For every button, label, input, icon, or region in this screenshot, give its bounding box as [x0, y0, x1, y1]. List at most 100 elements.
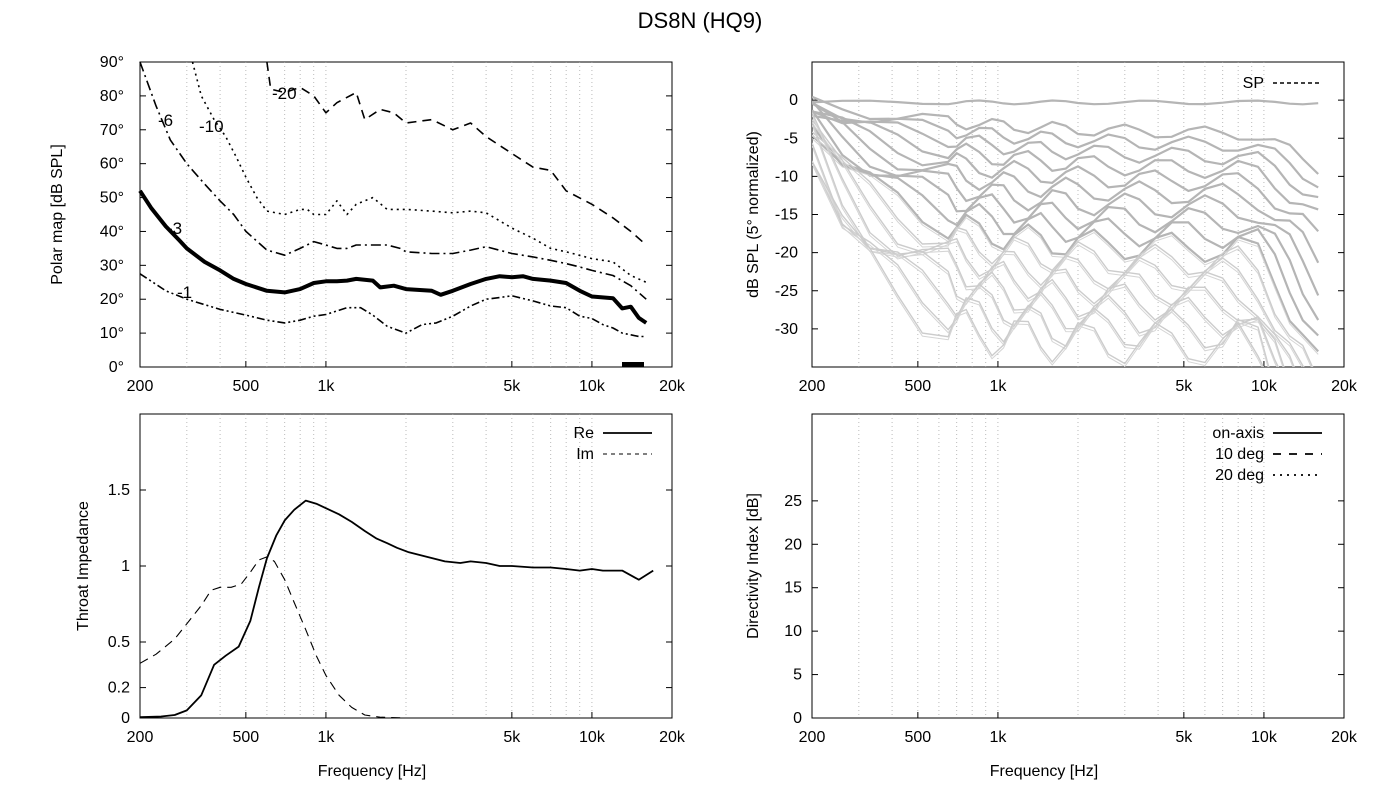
y-tick-label: 10: [784, 623, 802, 640]
contour-blob: [622, 362, 644, 367]
y-tick-label: 20: [784, 536, 802, 553]
spl-angle-curve: [812, 134, 1312, 367]
spl-angle-curve: [812, 109, 1320, 321]
y-tick-label: 15: [784, 580, 802, 597]
x-tick-label: 10k: [579, 378, 606, 395]
x-tick-label: 500: [905, 378, 932, 395]
x-tick-label: 20k: [1331, 729, 1358, 746]
x-tick-label: 1k: [989, 378, 1007, 395]
spl-angle-curve: [812, 145, 1278, 367]
series--10-line: [191, 61, 647, 284]
series--3-line: [138, 189, 648, 325]
y-tick-label: 50°: [100, 190, 124, 207]
spl-angle-curve: [812, 142, 1280, 367]
spl-angle-curve: [812, 99, 1319, 106]
y-tick-label: 40°: [100, 223, 124, 240]
x-tick-label: 500: [233, 729, 260, 746]
spl-angle-curve: [812, 101, 1319, 189]
series--20-line: [266, 61, 647, 246]
panel-directivity-index: 200 500 1k 5k 10k 20k 0 5 10 15 20 25 Directivity In…: [745, 413, 1358, 780]
y-tick-label: -25: [775, 283, 798, 300]
y-tick-label: 1: [121, 558, 130, 575]
spl-angle-curve: [812, 119, 1305, 367]
spl-angle-curve: [812, 134, 1320, 353]
y-tick-label: -15: [775, 207, 798, 224]
x-tick-label: 20k: [1331, 378, 1358, 395]
series-Re-line: [139, 499, 654, 719]
x-tick-label: 200: [127, 729, 154, 746]
y-axis-label: Throat Impedance: [75, 501, 92, 631]
x-axis-label: Frequency [Hz]: [318, 763, 426, 780]
y-tick-label: 20°: [100, 291, 124, 308]
spl-angle-curve: [812, 124, 1284, 367]
legend-label-Re: Re: [574, 425, 595, 442]
spl-angle-curve: [812, 114, 1319, 211]
y-tick-label: 30°: [100, 257, 124, 274]
y-tick-label: 25: [784, 493, 802, 510]
y-tick-label: 5: [793, 667, 802, 684]
panel-spl-normalized: 200 500 1k 5k 10k 20k 0 -5 -10 -15 -20 -25 -30 dB SPL…: [745, 61, 1358, 395]
spl-angle-curve: [812, 164, 1263, 367]
figure-title: DS8N (HQ9): [638, 8, 763, 33]
y-tick-label: -30: [775, 321, 798, 338]
y-tick-label: -10: [775, 168, 798, 185]
x-tick-label: 200: [127, 378, 154, 395]
spl-angle-curve: [812, 121, 1285, 367]
spl-angle-curve: [812, 115, 1294, 367]
spl-angle-curve: [812, 112, 1295, 367]
spl-angle-curve: [812, 110, 1319, 199]
y-axis-label: Directivity Index [dB]: [745, 493, 762, 639]
y-tick-label: 0°: [109, 359, 124, 376]
y-tick-label: 1.5: [108, 482, 130, 499]
x-tick-label: 1k: [989, 729, 1007, 746]
y-tick-label: 80°: [100, 88, 124, 105]
x-tick-label: 200: [799, 378, 826, 395]
y-tick-label: 0.2: [108, 680, 130, 697]
spl-angle-curve: [812, 100, 1320, 296]
y-axis-label: dB SPL (5° normalized): [745, 131, 762, 298]
legend-label-SP: SP: [1243, 75, 1264, 92]
series-Im-line: [139, 556, 407, 719]
legend-label-20 deg: 20 deg: [1215, 467, 1264, 484]
panel-throat-impedance: 200 500 1k 5k 10k 20k 0 0.2 0.5 1 1.5 Throat Impeda…: [75, 413, 686, 780]
x-tick-label: 20k: [659, 729, 686, 746]
spl-angle-curve: [812, 161, 1265, 367]
x-axis-label: Frequency [Hz]: [990, 763, 1098, 780]
y-tick-label: 70°: [100, 122, 124, 139]
y-tick-label: 0: [793, 710, 802, 727]
legend-label-on-axis: on-axis: [1212, 425, 1264, 442]
x-tick-label: 10k: [1251, 378, 1278, 395]
contour-label--10: -10: [199, 117, 224, 136]
spl-angle-curve: [812, 122, 1303, 367]
contour-label--1: -1: [177, 283, 192, 302]
series--1-line: [139, 273, 647, 338]
y-axis-label: Polar map [dB SPL]: [49, 144, 66, 285]
x-tick-label: 500: [233, 378, 260, 395]
spl-angle-curve: [812, 138, 1319, 355]
y-tick-label: 10°: [100, 325, 124, 342]
contour-label--20: -20: [272, 84, 297, 103]
y-tick-label: 60°: [100, 156, 124, 173]
spl-angle-curve: [812, 95, 1319, 175]
x-tick-label: 200: [799, 729, 826, 746]
x-tick-label: 5k: [1175, 729, 1193, 746]
spl-angle-curve: [812, 102, 1320, 264]
spl-angle-curve: [812, 160, 1270, 367]
contour-label--3: -3: [167, 219, 182, 238]
spl-angle-curve: [812, 110, 1320, 233]
series--6-line: [139, 61, 647, 300]
x-tick-label: 1k: [317, 729, 335, 746]
x-tick-label: 10k: [579, 729, 606, 746]
x-tick-label: 5k: [503, 729, 521, 746]
y-tick-label: 90°: [100, 54, 124, 71]
x-tick-label: 5k: [503, 378, 521, 395]
y-tick-label: 0.5: [108, 634, 130, 651]
x-tick-label: 5k: [1175, 378, 1193, 395]
x-tick-label: 20k: [659, 378, 686, 395]
x-tick-label: 1k: [317, 378, 335, 395]
x-tick-label: 10k: [1251, 729, 1278, 746]
x-tick-label: 500: [905, 729, 932, 746]
y-tick-label: -20: [775, 245, 798, 262]
legend-label-10 deg: 10 deg: [1215, 446, 1264, 463]
